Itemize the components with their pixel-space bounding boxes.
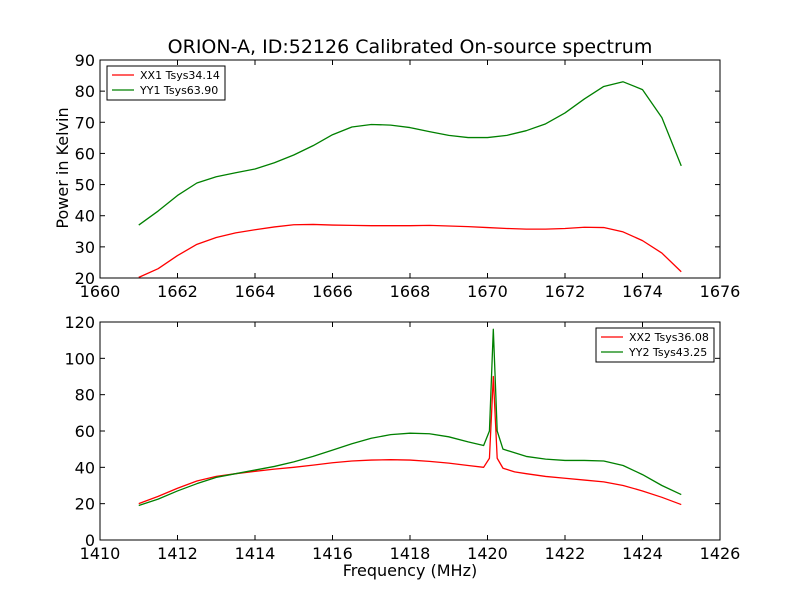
bottom-x-tick-label: 1412 <box>157 544 198 563</box>
bottom-x-tick-label: 1420 <box>467 544 508 563</box>
bottom-plot: 1410 1412 1414 1416 1418 1420 1422 1424 1426 0 20 4… <box>64 313 740 563</box>
top-x-tick-label: 1668 <box>390 282 431 301</box>
top-y-tick-label: 70 <box>75 113 95 132</box>
top-x-tick-label: 1672 <box>545 282 586 301</box>
bottom-x-tick-label: 1416 <box>312 544 353 563</box>
bottom-legend-label-2: YY2 Tsys43.25 <box>628 346 707 359</box>
bottom-y-tick-label: 60 <box>75 422 95 441</box>
top-y-tick-label: 20 <box>75 269 95 288</box>
top-x-tick-label: 1676 <box>700 282 741 301</box>
bottom-y-tick-label: 40 <box>75 458 95 477</box>
top-series-line-1 <box>138 223 682 278</box>
bottom-y-tick-label: 80 <box>75 386 95 405</box>
bottom-x-tick-label: 1410 <box>80 544 121 563</box>
top-x-tick-label: 1664 <box>235 282 276 301</box>
bottom-y-tick-label: 0 <box>85 531 95 550</box>
bottom-legend-box <box>595 327 715 363</box>
top-plot: 1660 1662 1664 1666 1668 1670 1672 1674 1676 20 30… <box>75 51 741 301</box>
top-x-tick-label: 1660 <box>80 282 121 301</box>
top-x-tick-label: 1666 <box>312 282 353 301</box>
top-y-tick-label: 50 <box>75 176 95 195</box>
x-axis-label: Frequency (MHz) <box>343 561 477 580</box>
bottom-x-tick-label: 1414 <box>235 544 276 563</box>
bottom-x-tick-label: 1418 <box>390 544 431 563</box>
top-y-tick-label: 90 <box>75 51 95 70</box>
bottom-legend-label-1: XX2 Tsys36.08 <box>629 331 709 344</box>
figure-title: ORION-A, ID:52126 Calibrated On-source s… <box>168 36 653 58</box>
top-legend-label-2: YY1 Tsys63.90 <box>139 84 218 97</box>
bottom-x-tick-label: 1424 <box>622 544 663 563</box>
top-legend-label-1: XX1 Tsys34.14 <box>140 69 220 82</box>
bottom-y-tick-label: 120 <box>64 313 95 332</box>
top-y-tick-label: 60 <box>75 144 95 163</box>
y-axis-label: Power in Kelvin <box>53 107 72 228</box>
top-x-tick-label: 1670 <box>467 282 508 301</box>
top-y-tick-label: 30 <box>75 238 95 257</box>
top-x-tick-label: 1662 <box>157 282 198 301</box>
top-x-tick-label: 1674 <box>622 282 663 301</box>
top-legend-box <box>106 65 226 101</box>
top-y-tick-label: 40 <box>75 207 95 226</box>
top-y-tick-label: 80 <box>75 82 95 101</box>
bottom-y-tick-label: 100 <box>64 349 95 368</box>
top-legend: XX1 Tsys34.14 YY1 Tsys63.90 <box>106 65 226 101</box>
top-series-line-2 <box>138 81 682 226</box>
bottom-series-line-2 <box>138 328 682 507</box>
bottom-y-tick-label: 20 <box>75 495 95 514</box>
bottom-x-tick-label: 1426 <box>700 544 741 563</box>
bottom-x-tick-label: 1422 <box>545 544 586 563</box>
bottom-legend: XX2 Tsys36.08 YY2 Tsys43.25 <box>595 327 715 363</box>
